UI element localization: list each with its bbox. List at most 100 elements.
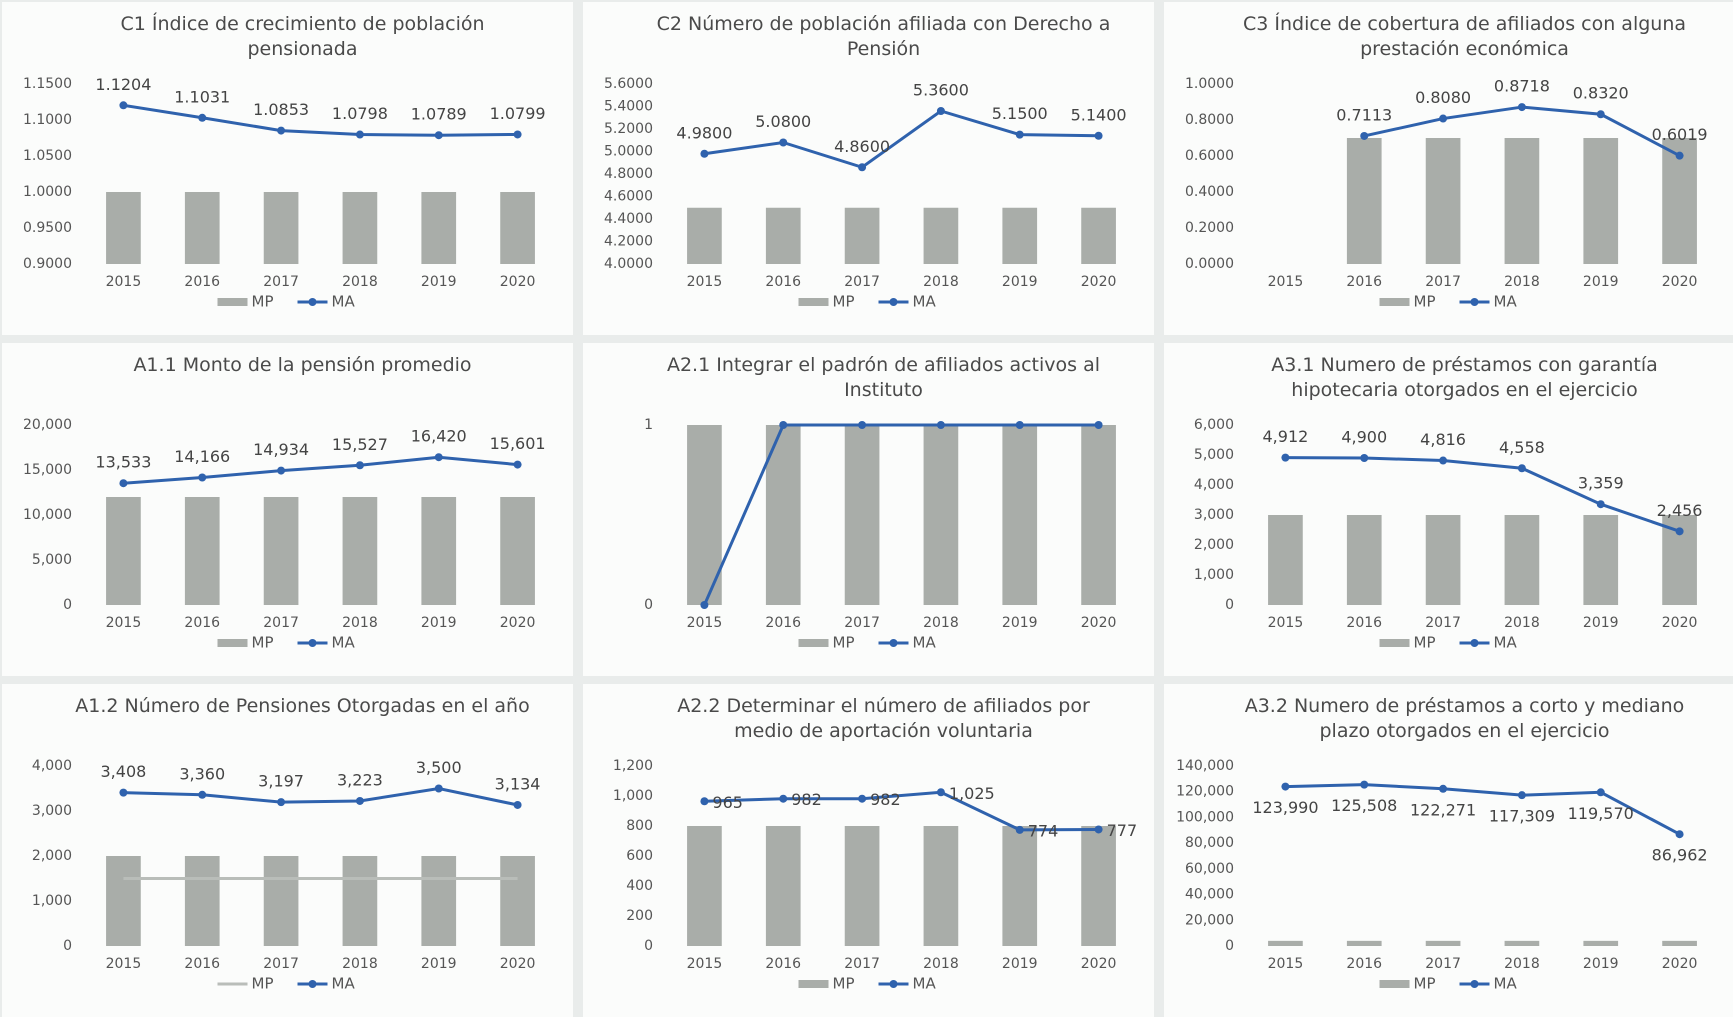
x-tick-label: 2018 — [1504, 274, 1540, 290]
bar — [342, 856, 378, 946]
bar — [844, 207, 880, 264]
y-tick-label: 80,000 — [1185, 835, 1234, 851]
legend-label: MP — [252, 975, 274, 993]
data-label: 117,309 — [1489, 807, 1555, 826]
chart-panel: 0 1,000 2,000 3,000 4,000 2015 2016 2017 2018 201… — [2, 684, 573, 1017]
y-tick-label: 4.8000 — [604, 166, 653, 182]
data-label: 5.3600 — [913, 81, 969, 100]
point — [936, 107, 945, 115]
point — [355, 796, 364, 805]
y-tick-label: 800 — [626, 818, 653, 834]
point — [1517, 103, 1526, 112]
y-tick-label: 60,000 — [1185, 861, 1234, 877]
legend-swatch — [798, 980, 829, 988]
point — [1596, 500, 1605, 509]
y-tick-label: 600 — [626, 848, 653, 864]
bar — [1346, 138, 1382, 264]
point — [198, 113, 207, 122]
bar — [1504, 515, 1540, 605]
y-tick-label: 0.2000 — [1185, 220, 1234, 236]
x-tick-label: 2017 — [1425, 274, 1461, 290]
point — [1360, 780, 1369, 789]
x-tick-label: 2020 — [1081, 956, 1117, 972]
data-label: 1.0799 — [490, 104, 546, 123]
y-tick-label: 4,000 — [32, 758, 72, 774]
bar — [106, 856, 141, 946]
bar — [687, 207, 722, 264]
x-tick-label: 2020 — [500, 615, 536, 631]
data-label: 1.0789 — [411, 105, 467, 124]
x-tick-label: 2020 — [1662, 274, 1698, 290]
point — [119, 788, 128, 797]
legend-marker — [889, 298, 898, 306]
chart: 0 1,000 2,000 3,000 4,000 2015 2016 2017 2018 201… — [32, 758, 541, 993]
chart-panel: 0 20,000 40,000 60,000 80,000 100,000 120,000 1… — [1164, 684, 1733, 1017]
x-tick-label: 2017 — [844, 615, 880, 631]
y-tick-label: 0.6000 — [1185, 148, 1234, 164]
point — [355, 461, 364, 470]
x-tick-label: 2015 — [687, 274, 723, 290]
point — [779, 138, 788, 147]
data-label: 14,166 — [174, 447, 230, 466]
legend-label: MP — [252, 634, 274, 652]
point — [1675, 151, 1684, 160]
chart: 0 20,000 40,000 60,000 80,000 100,000 120,000 1… — [1176, 758, 1707, 993]
bar — [844, 425, 880, 605]
y-tick-label: 1,000 — [32, 893, 72, 909]
y-tick-label: 2,000 — [1194, 537, 1234, 553]
x-tick-label: 2017 — [263, 615, 299, 631]
data-label: 1.0853 — [253, 100, 309, 119]
legend-marker — [1470, 298, 1479, 306]
point — [700, 149, 709, 158]
point — [1675, 527, 1684, 536]
y-tick-label: 0 — [644, 597, 653, 613]
data-label: 3,408 — [101, 762, 147, 781]
x-tick-label: 2015 — [1268, 956, 1304, 972]
y-tick-label: 1.0500 — [23, 148, 72, 164]
point — [858, 794, 867, 803]
x-tick-label: 2017 — [263, 274, 299, 290]
point — [1094, 825, 1103, 834]
bar — [844, 826, 880, 946]
legend-label: MA — [913, 293, 937, 311]
bar — [1583, 515, 1619, 605]
legend-label: MA — [913, 975, 937, 993]
x-tick-label: 2018 — [1504, 956, 1540, 972]
x-tick-label: 2016 — [765, 956, 801, 972]
y-tick-label: 15,000 — [23, 462, 72, 478]
point — [513, 130, 522, 139]
bar — [1268, 515, 1303, 605]
data-label: 777 — [1107, 821, 1138, 840]
x-tick-label: 2018 — [923, 274, 959, 290]
point — [1360, 454, 1369, 462]
bar — [1346, 940, 1382, 946]
legend-label: MA — [332, 975, 356, 993]
x-tick-label: 2016 — [1346, 274, 1382, 290]
y-tick-label: 1,000 — [1194, 567, 1234, 583]
y-tick-label: 0 — [63, 597, 72, 613]
legend-label: MP — [833, 634, 855, 652]
point — [1094, 131, 1103, 140]
y-tick-label: 0 — [1225, 938, 1234, 954]
point — [1281, 453, 1290, 462]
x-tick-label: 2016 — [184, 615, 220, 631]
point — [277, 126, 286, 135]
data-label: 3,359 — [1578, 474, 1624, 493]
bar — [184, 497, 220, 605]
data-label: 774 — [1028, 821, 1059, 840]
y-tick-label: 0 — [63, 938, 72, 954]
point — [700, 601, 709, 609]
x-tick-label: 2015 — [106, 615, 142, 631]
y-tick-label: 5.6000 — [604, 76, 653, 92]
bar — [923, 425, 959, 605]
data-label: 1.1031 — [174, 87, 230, 106]
y-tick-label: 5,000 — [32, 552, 72, 568]
data-label: 4.9800 — [676, 123, 732, 142]
y-tick-label: 1.1500 — [23, 76, 72, 92]
point — [1439, 456, 1448, 465]
bar — [1346, 515, 1382, 605]
legend-marker — [889, 980, 898, 988]
data-label: 982 — [791, 790, 822, 809]
line — [123, 455, 518, 485]
point — [513, 800, 522, 809]
